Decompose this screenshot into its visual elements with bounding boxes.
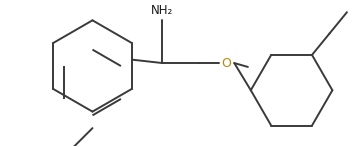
Text: O: O [222, 57, 232, 70]
Text: NH₂: NH₂ [151, 4, 174, 17]
